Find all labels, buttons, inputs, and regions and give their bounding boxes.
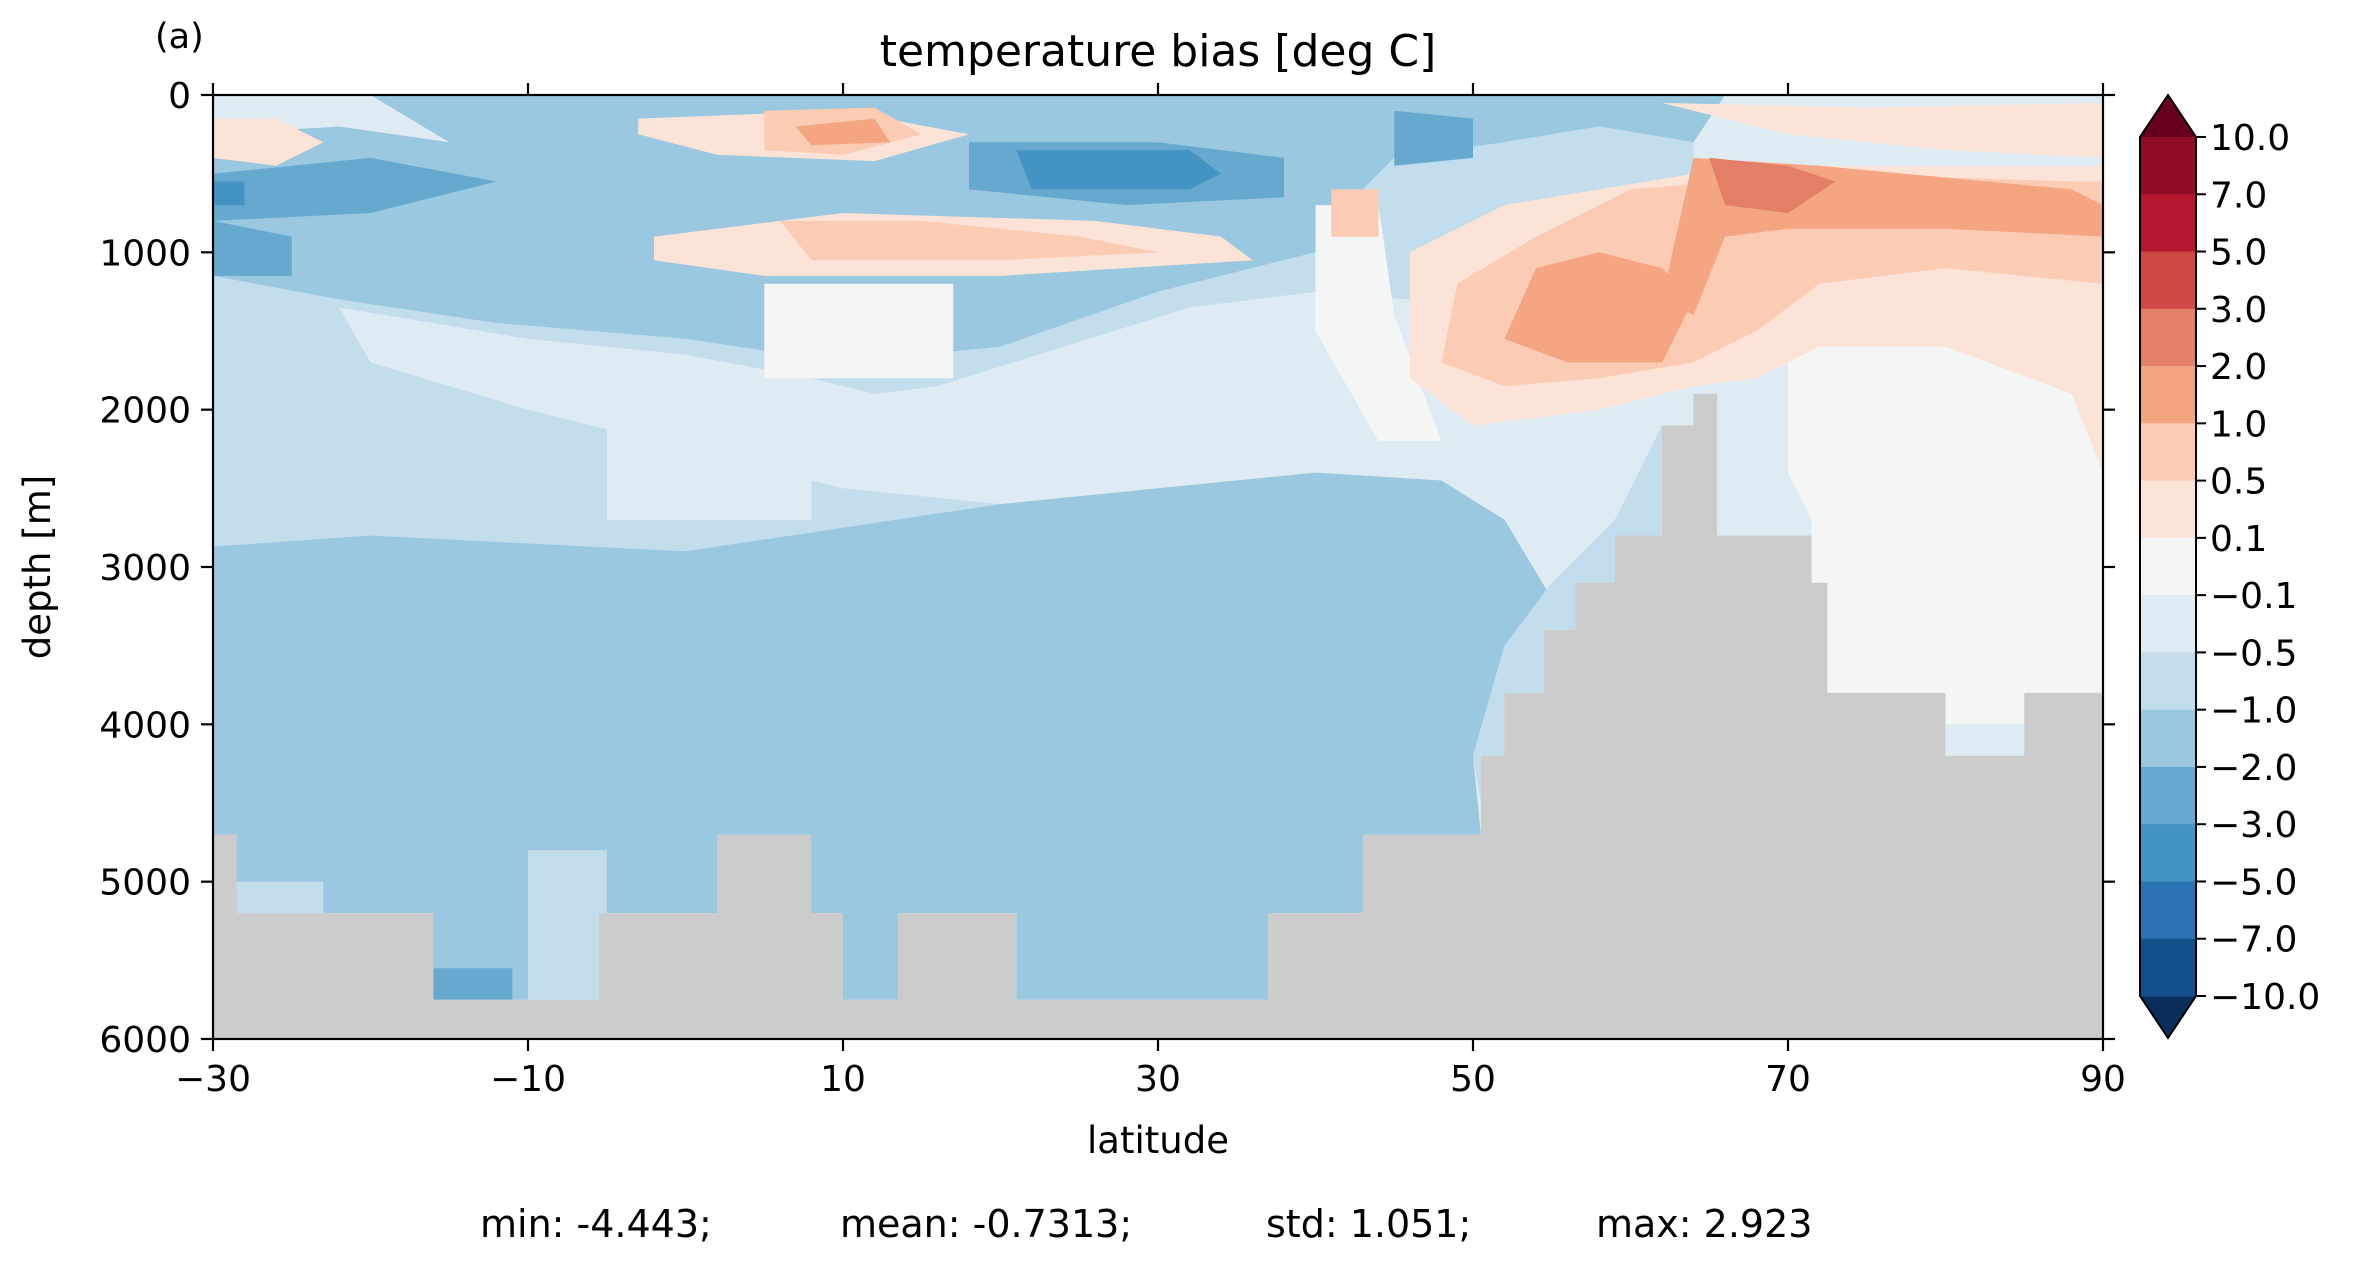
- colorbar-band: [2140, 366, 2196, 424]
- colorbar-band: [2140, 251, 2196, 310]
- colorbar-band: [2140, 595, 2196, 653]
- contour-region-5: [1315, 205, 1442, 442]
- y-tick-label: 0: [168, 76, 191, 117]
- colorbar-band: [2140, 766, 2196, 825]
- contour-region-15: [1331, 189, 1379, 237]
- colorbar-tick-label: −2.0: [2210, 748, 2297, 789]
- colorbar-tick-label: −0.5: [2210, 633, 2297, 674]
- x-axis-ticks: −30 −10 10 30 50 70 90: [175, 83, 2126, 1100]
- contour-region-20: [1709, 157, 1836, 213]
- x-tick-label: 90: [2080, 1059, 2126, 1100]
- y-axis-label: depth [m]: [16, 475, 59, 659]
- x-tick-label: −10: [490, 1059, 566, 1100]
- colorbar-tick-label: 3.0: [2210, 290, 2267, 331]
- colorbar-band: [2140, 824, 2196, 883]
- contour-region-18: [1504, 252, 1694, 363]
- y-axis-ticks: 0 1000 2000 3000 4000 5000 6000: [99, 76, 2115, 1061]
- colorbar-band: [2140, 423, 2196, 482]
- x-tick-label: −30: [175, 1059, 251, 1100]
- contour-region-6: [1788, 331, 2103, 725]
- contour-region-31: [1473, 425, 1662, 803]
- x-tick-label: 10: [820, 1059, 866, 1100]
- stat-min: min: -4.443;: [480, 1202, 712, 1246]
- contour-region-21: [213, 157, 497, 221]
- colorbar-tick-label: 2.0: [2210, 347, 2267, 388]
- y-tick-label: 3000: [99, 548, 191, 589]
- colorbar-tick-label: −0.1: [2210, 576, 2297, 617]
- colorbar-band: [2140, 308, 2196, 367]
- x-axis-label: latitude: [1087, 1119, 1229, 1162]
- x-tick-label: 70: [1765, 1059, 1811, 1100]
- colorbar: 10.0 7.0 5.0 3.0 2.0 1.0 0.5 0.1 −0.1 −0.5 −1.0 −2.…: [2139, 93, 2320, 1040]
- bathymetry-land: [213, 393, 2103, 1039]
- colorbar-band: [2140, 480, 2196, 539]
- colorbar-band: [2140, 709, 2196, 768]
- colorbar-extend-min: [2140, 996, 2196, 1038]
- colorbar-tick-label: −1.0: [2210, 691, 2297, 732]
- x-tick-label: 50: [1450, 1059, 1496, 1100]
- chart-title: temperature bias [deg C]: [880, 26, 1437, 77]
- y-tick-label: 6000: [99, 1020, 191, 1061]
- colorbar-band: [2140, 194, 2196, 253]
- panel-label: (a): [155, 17, 204, 57]
- contour-region-14: [780, 220, 1158, 261]
- colorbar-tick-label: −7.0: [2210, 920, 2297, 961]
- colorbar-tick-label: −10.0: [2210, 977, 2320, 1018]
- contour-region-24: [1394, 110, 1473, 166]
- y-tick-label: 5000: [99, 863, 191, 904]
- stat-max: max: 2.923: [1596, 1202, 1812, 1246]
- colorbar-band: [2140, 881, 2196, 940]
- colorbar-band: [2140, 537, 2196, 596]
- contour-region-17: [795, 118, 891, 146]
- contour-region-12: [1662, 102, 2103, 158]
- colorbar-tick-label: 10.0: [2210, 118, 2290, 159]
- stat-std: std: 1.051;: [1266, 1202, 1471, 1246]
- y-tick-label: 2000: [99, 391, 191, 432]
- contour-region-22: [213, 220, 292, 276]
- contour-region-30: [433, 968, 513, 1000]
- colorbar-tick-label: 0.1: [2210, 519, 2267, 560]
- contour-region-26: [1016, 150, 1221, 190]
- plot-area: [213, 95, 2103, 1039]
- colorbar-tick-label: 1.0: [2210, 404, 2267, 445]
- colorbar-tick-label: 5.0: [2210, 233, 2267, 274]
- colorbar-tick-label: −5.0: [2210, 862, 2297, 903]
- y-tick-label: 1000: [99, 233, 191, 274]
- contour-region-8: [213, 118, 324, 166]
- stat-mean: mean: -0.7313;: [840, 1202, 1132, 1246]
- x-tick-label: 30: [1135, 1059, 1181, 1100]
- contour-region-3: [606, 378, 812, 520]
- colorbar-tick-label: −3.0: [2210, 805, 2297, 846]
- colorbar-tick-label: 7.0: [2210, 175, 2267, 216]
- contour-region-2: [339, 291, 1599, 505]
- colorbar-band: [2140, 938, 2196, 997]
- colorbar-extend-max: [2140, 95, 2196, 137]
- contour-fields: [213, 95, 2103, 1000]
- colorbar-band: [2140, 652, 2196, 711]
- stats-line: min: -4.443; mean: -0.7313; std: 1.051; …: [480, 1202, 1812, 1246]
- contour-region-28: [528, 850, 607, 1000]
- colorbar-band: [2140, 137, 2196, 195]
- colorbar-tick-label: 0.5: [2210, 462, 2267, 503]
- y-tick-label: 4000: [99, 705, 191, 746]
- contour-region-4: [764, 283, 954, 379]
- contour-region-25: [213, 181, 245, 206]
- contour-region-29: [236, 881, 324, 914]
